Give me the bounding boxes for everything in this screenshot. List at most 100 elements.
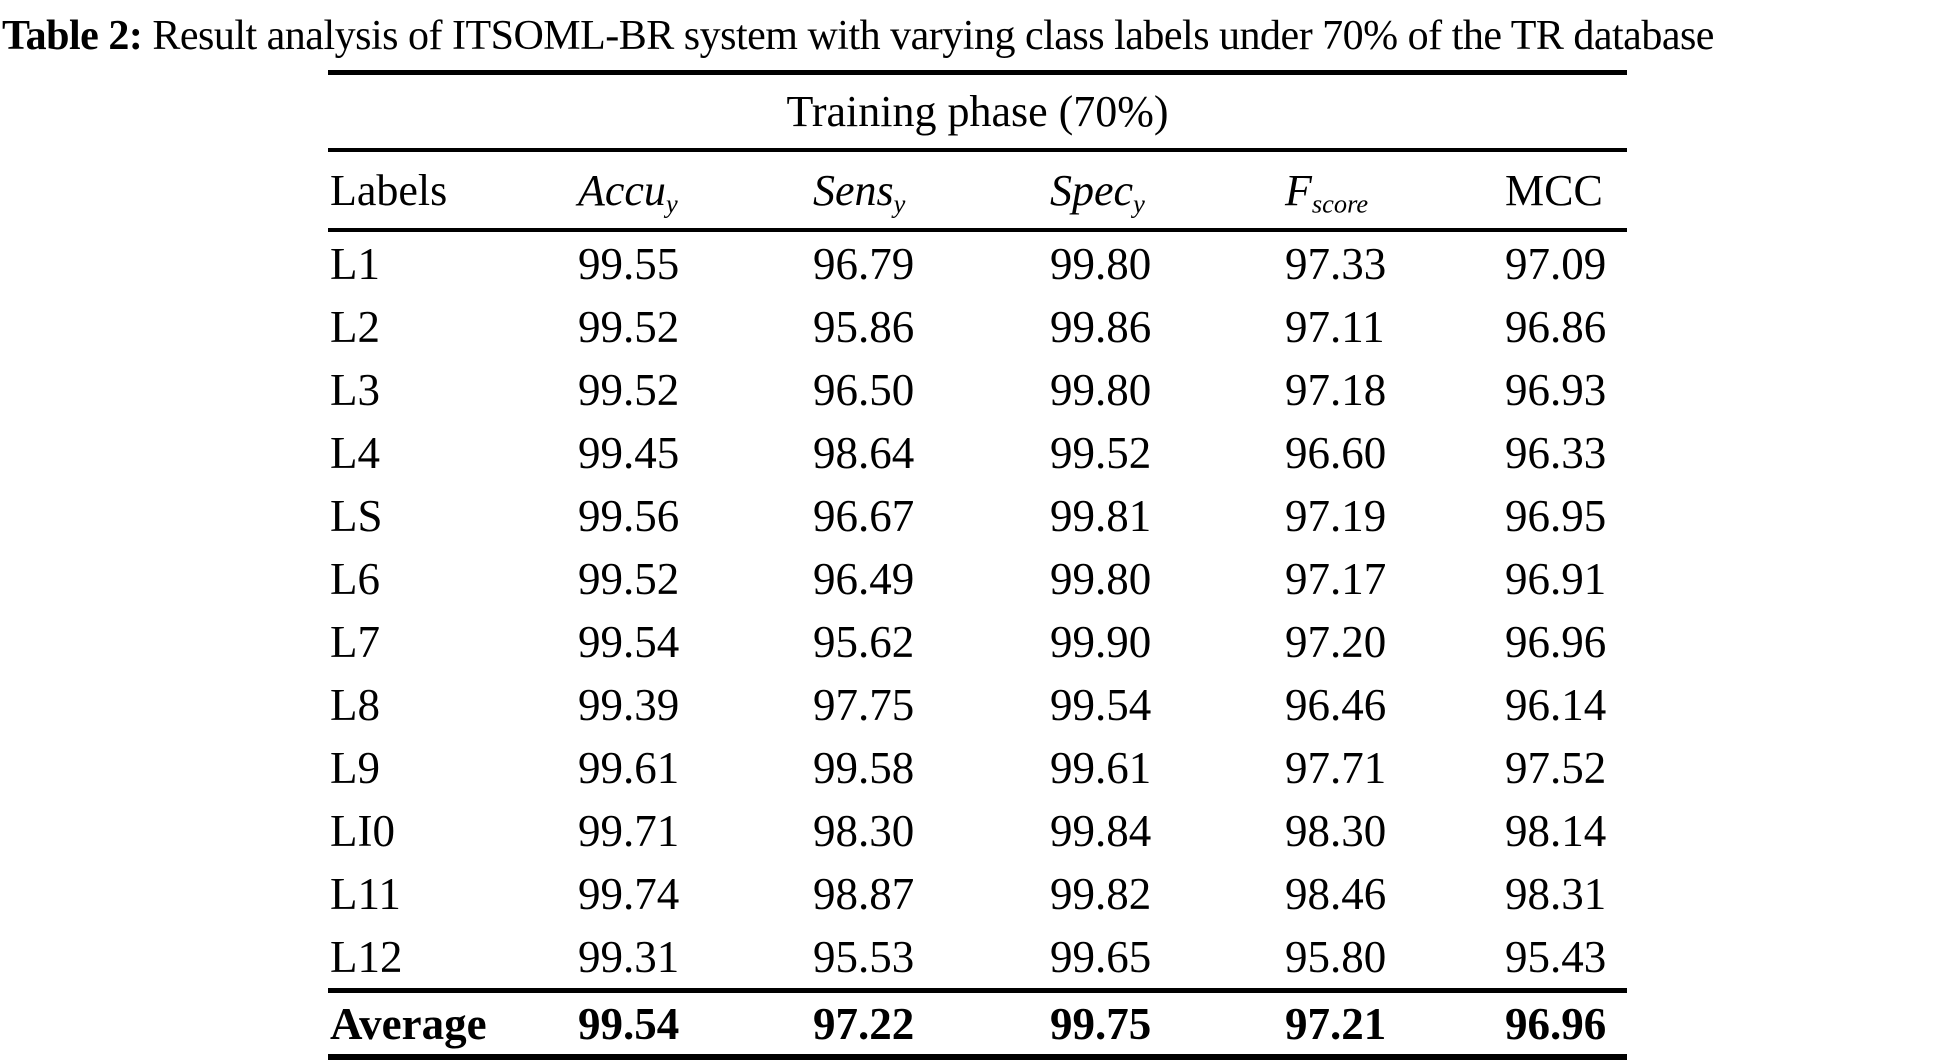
- row-label-cell: LS: [330, 490, 383, 541]
- value-cell: 97.18: [1285, 364, 1387, 415]
- row-label-cell: L11: [330, 868, 401, 919]
- table-row: L3 99.52 96.50 99.80 97.18 96.93: [328, 358, 1627, 421]
- value-cell: 96.86: [1505, 301, 1607, 352]
- value-cell: 95.80: [1285, 931, 1387, 982]
- value-cell: 95.53: [813, 931, 915, 982]
- value-cell: 97.09: [1505, 238, 1607, 289]
- value-cell: 99.81: [1050, 490, 1152, 541]
- column-header-sens: Sensy: [813, 150, 1050, 232]
- value-cell: 98.64: [813, 427, 915, 478]
- value-cell: 99.90: [1050, 616, 1152, 667]
- column-header-subscript: score: [1311, 187, 1369, 218]
- average-row: Average 99.54 97.22 99.75 97.21 96.96: [328, 988, 1628, 1060]
- value-cell: 95.86: [813, 301, 915, 352]
- column-header-spec: Specy: [1050, 150, 1285, 232]
- value-cell: 99.56: [578, 490, 680, 541]
- results-table-container: Training phase (70%) Labels Accuy Sensy Spe…: [328, 70, 1628, 1060]
- value-cell: 99.74: [578, 868, 680, 919]
- column-header-label: F: [1285, 165, 1312, 215]
- row-label-cell: L6: [330, 553, 380, 604]
- column-header-label: Accu: [578, 165, 666, 215]
- table-title-text: Result analysis of ITSOML-BR system with…: [142, 13, 1714, 59]
- column-header-subscript: y: [665, 187, 678, 218]
- value-cell: 99.52: [578, 553, 680, 604]
- table-row: L9 99.61 99.58 99.61 97.71 97.52: [328, 736, 1627, 799]
- value-cell: 99.61: [578, 742, 680, 793]
- value-cell: 97.11: [1285, 301, 1385, 352]
- table-body: L1 99.55 96.79 99.80 97.33 97.09 L2 99.52 95.86 9…: [328, 230, 1627, 991]
- value-cell: 99.52: [578, 364, 680, 415]
- value-cell: 99.54: [578, 616, 680, 667]
- table-row: L12 99.31 95.53 99.65 95.80 95.43: [328, 925, 1627, 991]
- value-cell: 99.52: [1050, 427, 1152, 478]
- table-row: L1 99.55 96.79 99.80 97.33 97.09: [328, 230, 1627, 295]
- value-cell: 96.46: [1285, 679, 1387, 730]
- row-label-cell: L9: [330, 742, 380, 793]
- value-cell: 97.52: [1505, 742, 1607, 793]
- value-cell: 97.22: [813, 988, 1050, 1060]
- value-cell: 97.19: [1285, 490, 1387, 541]
- value-cell: 96.49: [813, 553, 915, 604]
- value-cell: 98.14: [1505, 805, 1607, 856]
- table-row: L11 99.74 98.87 99.82 98.46 98.31: [328, 862, 1627, 925]
- row-label-cell: LI0: [330, 805, 395, 856]
- value-cell: 99.45: [578, 427, 680, 478]
- value-cell: 99.54: [578, 988, 813, 1060]
- value-cell: 96.50: [813, 364, 915, 415]
- value-cell: 96.96: [1505, 988, 1628, 1060]
- value-cell: 99.39: [578, 679, 680, 730]
- table-row: L7 99.54 95.62 99.90 97.20 96.96: [328, 610, 1627, 673]
- column-header-label: Sens: [813, 165, 894, 215]
- row-label-cell: L12: [330, 931, 403, 982]
- column-header-f: Fscore: [1285, 150, 1505, 232]
- value-cell: 99.52: [578, 301, 680, 352]
- value-cell: 96.14: [1505, 679, 1607, 730]
- value-cell: 99.71: [578, 805, 680, 856]
- row-label-cell: L3: [330, 364, 380, 415]
- value-cell: 96.95: [1505, 490, 1607, 541]
- value-cell: 99.61: [1050, 742, 1152, 793]
- value-cell: 96.93: [1505, 364, 1607, 415]
- value-cell: 99.55: [578, 238, 680, 289]
- value-cell: 96.79: [813, 238, 915, 289]
- value-cell: 97.75: [813, 679, 915, 730]
- column-header-labels: Labels: [328, 150, 578, 232]
- value-cell: 99.31: [578, 931, 680, 982]
- value-cell: 99.84: [1050, 805, 1152, 856]
- table-row: L8 99.39 97.75 99.54 96.46 96.14: [328, 673, 1627, 736]
- table-row: LS 99.56 96.67 99.81 97.19 96.95: [328, 484, 1627, 547]
- value-cell: 99.80: [1050, 553, 1152, 604]
- value-cell: 98.87: [813, 868, 915, 919]
- table-title: Table 2: Result analysis of ITSOML-BR sy…: [2, 7, 1954, 65]
- value-cell: 97.71: [1285, 742, 1387, 793]
- value-cell: 99.75: [1050, 988, 1285, 1060]
- value-cell: 99.82: [1050, 868, 1152, 919]
- value-cell: 97.20: [1285, 616, 1387, 667]
- value-cell: 99.86: [1050, 301, 1152, 352]
- value-cell: 99.65: [1050, 931, 1152, 982]
- table-row: LI0 99.71 98.30 99.84 98.30 98.14: [328, 799, 1627, 862]
- column-header-subscript: y: [893, 187, 906, 218]
- value-cell: 98.30: [813, 805, 915, 856]
- results-table: Training phase (70%) Labels Accuy Sensy Spe…: [328, 70, 1628, 1060]
- row-label-cell: L1: [330, 238, 380, 289]
- value-cell: 96.96: [1505, 616, 1607, 667]
- value-cell: 95.62: [813, 616, 915, 667]
- value-cell: 96.91: [1505, 553, 1607, 604]
- column-header-accu: Accuy: [578, 150, 813, 232]
- value-cell: 95.43: [1505, 931, 1607, 982]
- row-label-cell: L7: [330, 616, 380, 667]
- value-cell: 97.21: [1285, 988, 1505, 1060]
- row-label-cell: L2: [330, 301, 380, 352]
- row-label-cell: L8: [330, 679, 380, 730]
- table-row: L2 99.52 95.86 99.86 97.11 96.86: [328, 295, 1627, 358]
- value-cell: 96.67: [813, 490, 915, 541]
- average-label-cell: Average: [328, 988, 578, 1060]
- value-cell: 99.80: [1050, 364, 1152, 415]
- value-cell: 96.60: [1285, 427, 1387, 478]
- group-header-cell: Training phase (70%): [328, 70, 1628, 152]
- value-cell: 98.30: [1285, 805, 1387, 856]
- group-header-row: Training phase (70%): [328, 70, 1628, 152]
- column-header-row: Labels Accuy Sensy Specy Fscore MCC: [328, 150, 1628, 232]
- column-header-subscript: y: [1133, 187, 1145, 218]
